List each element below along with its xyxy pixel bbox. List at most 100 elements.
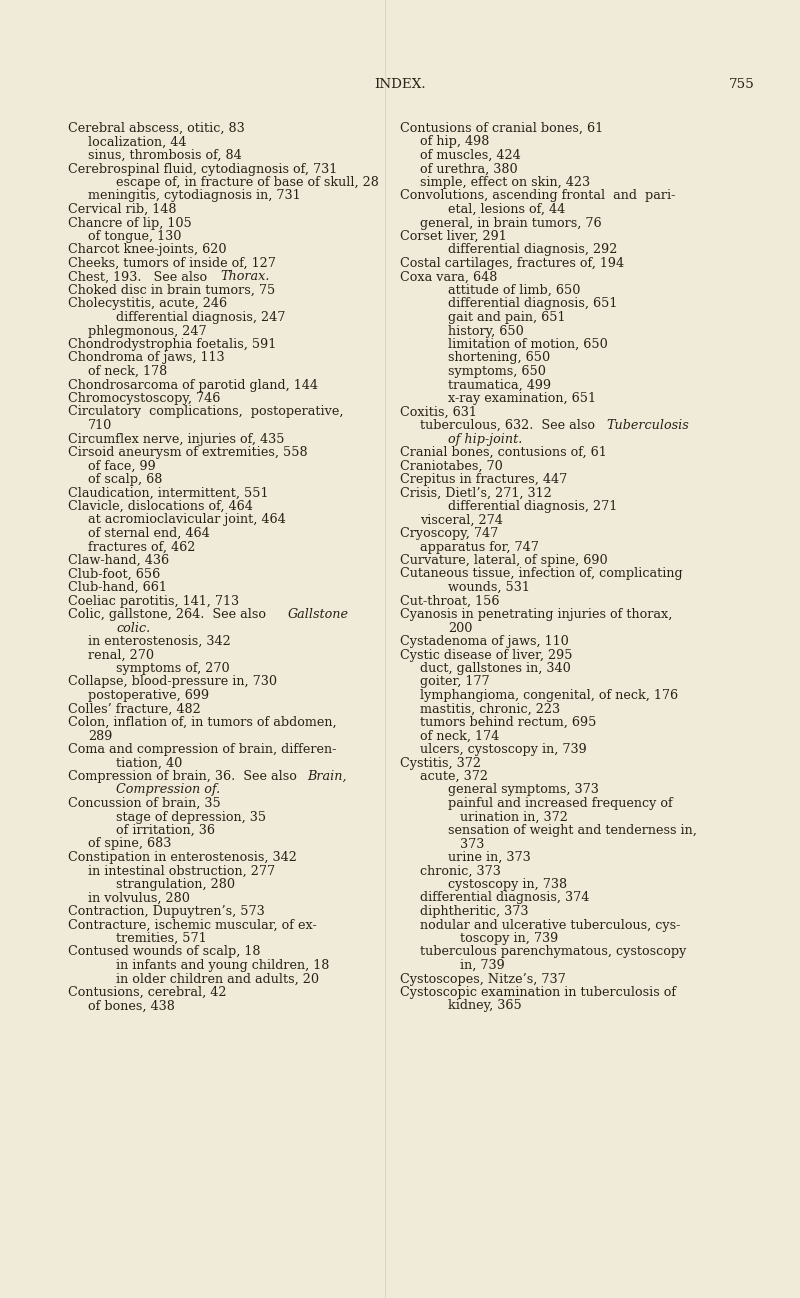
Text: Gallstone: Gallstone [287,607,348,620]
Text: Club-foot, 656: Club-foot, 656 [68,567,160,580]
Text: 200: 200 [448,622,472,635]
Text: limitation of motion, 650: limitation of motion, 650 [448,337,608,350]
Text: Coxa vara, 648: Coxa vara, 648 [400,270,498,283]
Text: tremities, 571: tremities, 571 [116,932,206,945]
Text: escape of, in fracture of base of skull, 28: escape of, in fracture of base of skull,… [116,177,379,190]
Text: of tongue, 130: of tongue, 130 [88,230,182,243]
Text: Cryoscopy, 747: Cryoscopy, 747 [400,527,498,540]
Text: shortening, 650: shortening, 650 [448,352,550,365]
Text: urination in, 372: urination in, 372 [460,810,568,823]
Text: Craniotabes, 70: Craniotabes, 70 [400,459,502,472]
Text: Concussion of brain, 35: Concussion of brain, 35 [68,797,221,810]
Text: in infants and young children, 18: in infants and young children, 18 [116,959,330,972]
Text: of bones, 438: of bones, 438 [88,999,175,1012]
Text: Cerebral abscess, otitic, 83: Cerebral abscess, otitic, 83 [68,122,245,135]
Text: of muscles, 424: of muscles, 424 [420,149,521,162]
Text: history, 650: history, 650 [448,324,524,337]
Text: symptoms, 650: symptoms, 650 [448,365,546,378]
Text: Cyanosis in penetrating injuries of thorax,: Cyanosis in penetrating injuries of thor… [400,607,672,620]
Text: tumors behind rectum, 695: tumors behind rectum, 695 [420,716,596,729]
Text: Crepitus in fractures, 447: Crepitus in fractures, 447 [400,472,567,485]
Text: phlegmonous, 247: phlegmonous, 247 [88,324,206,337]
Text: gait and pain, 651: gait and pain, 651 [448,312,566,324]
Text: 373: 373 [460,837,484,850]
Text: of face, 99: of face, 99 [88,459,156,472]
Text: urine in, 373: urine in, 373 [448,851,530,864]
Text: symptoms of, 270: symptoms of, 270 [116,662,230,675]
Text: strangulation, 280: strangulation, 280 [116,877,235,890]
Text: diphtheritic, 373: diphtheritic, 373 [420,905,529,918]
Text: renal, 270: renal, 270 [88,649,154,662]
Text: Colles’ fracture, 482: Colles’ fracture, 482 [68,702,201,715]
Text: differential diagnosis, 651: differential diagnosis, 651 [448,297,618,310]
Text: Thorax.: Thorax. [221,270,270,283]
Text: Cranial bones, contusions of, 61: Cranial bones, contusions of, 61 [400,447,606,459]
Text: Compression of brain, 36.  See also: Compression of brain, 36. See also [68,770,301,783]
Text: 710: 710 [88,419,112,432]
Text: sensation of weight and tenderness in,: sensation of weight and tenderness in, [448,824,697,837]
Text: cystoscopy in, 738: cystoscopy in, 738 [448,877,567,890]
Text: of hip, 498: of hip, 498 [420,135,490,148]
Text: tuberculous parenchymatous, cystoscopy: tuberculous parenchymatous, cystoscopy [420,945,686,958]
Text: meningitis, cytodiagnosis in, 731: meningitis, cytodiagnosis in, 731 [88,190,301,202]
Text: Brain,: Brain, [307,770,346,783]
Text: at acromioclavicular joint, 464: at acromioclavicular joint, 464 [88,514,286,527]
Text: stage of depression, 35: stage of depression, 35 [116,810,266,823]
Text: of scalp, 68: of scalp, 68 [88,472,162,485]
Text: tuberculous, 632.  See also: tuberculous, 632. See also [420,419,599,432]
Text: Club-hand, 661: Club-hand, 661 [68,582,167,594]
Text: Coma and compression of brain, differen-: Coma and compression of brain, differen- [68,742,336,755]
Text: Cerebrospinal fluid, cytodiagnosis of, 731: Cerebrospinal fluid, cytodiagnosis of, 7… [68,162,338,175]
Text: Corset liver, 291: Corset liver, 291 [400,230,506,243]
Text: etal, lesions of, 44: etal, lesions of, 44 [448,202,566,215]
Text: in volvulus, 280: in volvulus, 280 [88,892,190,905]
Text: Cystitis, 372: Cystitis, 372 [400,757,481,770]
Text: of spine, 683: of spine, 683 [88,837,171,850]
Text: goiter, 177: goiter, 177 [420,675,490,688]
Text: fractures of, 462: fractures of, 462 [88,540,195,553]
Text: duct, gallstones in, 340: duct, gallstones in, 340 [420,662,570,675]
Text: of neck, 178: of neck, 178 [88,365,167,378]
Text: painful and increased frequency of: painful and increased frequency of [448,797,673,810]
Text: Cystoscopes, Nitze’s, 737: Cystoscopes, Nitze’s, 737 [400,972,566,985]
Text: of irritation, 36: of irritation, 36 [116,824,215,837]
Text: differential diagnosis, 292: differential diagnosis, 292 [448,244,618,257]
Text: of sternal end, 464: of sternal end, 464 [88,527,210,540]
Text: Cystic disease of liver, 295: Cystic disease of liver, 295 [400,649,573,662]
Text: Choked disc in brain tumors, 75: Choked disc in brain tumors, 75 [68,284,275,297]
Text: INDEX.: INDEX. [374,78,426,91]
Text: in intestinal obstruction, 277: in intestinal obstruction, 277 [88,864,275,877]
Text: Cut-throat, 156: Cut-throat, 156 [400,594,499,607]
Text: in enterostenosis, 342: in enterostenosis, 342 [88,635,230,648]
Text: differential diagnosis, 374: differential diagnosis, 374 [420,892,590,905]
Text: Convolutions, ascending frontal  and  pari-: Convolutions, ascending frontal and pari… [400,190,675,202]
Text: Tuberculosis: Tuberculosis [606,419,689,432]
Text: Curvature, lateral, of spine, 690: Curvature, lateral, of spine, 690 [400,554,608,567]
Text: nodular and ulcerative tuberculous, cys-: nodular and ulcerative tuberculous, cys- [420,919,680,932]
Text: of hip-joint.: of hip-joint. [448,432,522,445]
Text: wounds, 531: wounds, 531 [448,582,530,594]
Text: Cholecystitis, acute, 246: Cholecystitis, acute, 246 [68,297,227,310]
Text: Claw-hand, 436: Claw-hand, 436 [68,554,169,567]
Text: Chondrosarcoma of parotid gland, 144: Chondrosarcoma of parotid gland, 144 [68,379,318,392]
Text: general symptoms, 373: general symptoms, 373 [448,784,599,797]
Text: sinus, thrombosis of, 84: sinus, thrombosis of, 84 [88,149,242,162]
Text: Chancre of lip, 105: Chancre of lip, 105 [68,217,192,230]
Text: Clavicle, dislocations of, 464: Clavicle, dislocations of, 464 [68,500,253,513]
Text: Chest, 193.   See also: Chest, 193. See also [68,270,211,283]
Text: 755: 755 [729,78,755,91]
Text: Colon, inflation of, in tumors of abdomen,: Colon, inflation of, in tumors of abdome… [68,716,337,729]
Text: in, 739: in, 739 [460,959,505,972]
Text: Contusions, cerebral, 42: Contusions, cerebral, 42 [68,986,226,999]
Text: 289: 289 [88,729,112,742]
Text: tiation, 40: tiation, 40 [116,757,182,770]
Text: Compression of.: Compression of. [116,784,220,797]
Text: general, in brain tumors, 76: general, in brain tumors, 76 [420,217,602,230]
Text: of urethra, 380: of urethra, 380 [420,162,518,175]
Text: Charcot knee-joints, 620: Charcot knee-joints, 620 [68,244,226,257]
Text: kidney, 365: kidney, 365 [448,999,522,1012]
Text: in older children and adults, 20: in older children and adults, 20 [116,972,319,985]
Text: Contusions of cranial bones, 61: Contusions of cranial bones, 61 [400,122,603,135]
Text: Cheeks, tumors of inside of, 127: Cheeks, tumors of inside of, 127 [68,257,276,270]
Text: traumatica, 499: traumatica, 499 [448,379,551,392]
